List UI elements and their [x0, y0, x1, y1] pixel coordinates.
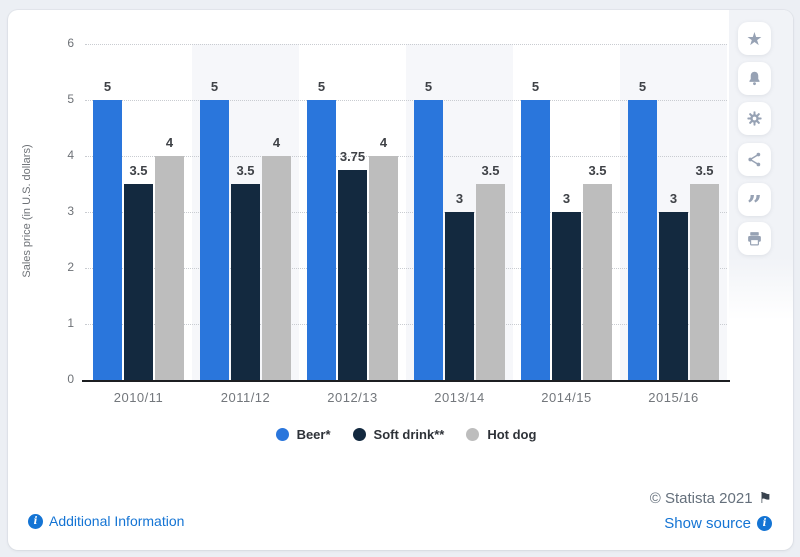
bar-value-label: 3.5	[236, 163, 255, 178]
bar	[124, 184, 153, 380]
legend-dot	[466, 428, 480, 441]
x-tick-label: 2015/16	[648, 390, 699, 405]
bar-value-label: 3.5	[481, 163, 500, 178]
flag-icon: ⚑	[758, 490, 772, 507]
y-tick-label: 2	[67, 260, 74, 274]
settings-button[interactable]	[738, 102, 771, 135]
bar	[307, 100, 336, 380]
bar	[93, 100, 122, 380]
bar	[690, 184, 719, 380]
chart-legend: Beer* Soft drink** Hot dog	[85, 427, 727, 442]
bar-value-label: 5	[424, 79, 433, 94]
bar-value-label: 3.5	[588, 163, 607, 178]
y-tick-label: 0	[67, 372, 74, 386]
quote-icon: ”	[747, 190, 762, 221]
bar-value-label: 4	[272, 135, 281, 150]
bar	[521, 100, 550, 380]
source-info-icon: i	[757, 516, 772, 531]
bar	[476, 184, 505, 380]
bar-value-label: 5	[317, 79, 326, 94]
bar	[659, 212, 688, 380]
gridline	[85, 268, 727, 269]
x-tick-label: 2012/13	[327, 390, 378, 405]
bar	[155, 156, 184, 380]
info-icon: i	[28, 513, 43, 529]
gear-icon	[746, 110, 763, 127]
bar-value-label: 3.5	[695, 163, 714, 178]
y-tick-label: 4	[67, 148, 74, 162]
x-tick-label: 2014/15	[541, 390, 592, 405]
y-tick-label: 1	[67, 316, 74, 330]
bar-value-label: 5	[638, 79, 647, 94]
gridline	[85, 44, 727, 45]
x-tick-label: 2010/11	[113, 390, 164, 405]
bar-value-label: 4	[165, 135, 174, 150]
star-icon: ★	[746, 28, 763, 49]
gridline	[85, 100, 727, 101]
bar	[628, 100, 657, 380]
y-tick-label: 5	[67, 92, 74, 106]
share-icon	[746, 151, 763, 168]
y-tick-label: 3	[67, 204, 74, 218]
favorite-button[interactable]: ★	[738, 22, 771, 55]
copyright: © Statista 2021 ⚑	[650, 490, 772, 507]
copyright-text: © Statista 2021	[649, 490, 753, 507]
legend-dot	[275, 428, 289, 441]
bar	[262, 156, 291, 380]
additional-information-label: Additional Information	[49, 513, 185, 529]
print-icon	[746, 230, 763, 247]
y-tick-label: 6	[67, 36, 74, 50]
legend-label: Beer*	[296, 427, 331, 442]
bar	[369, 156, 398, 380]
legend-item[interactable]: Hot dog	[466, 427, 536, 442]
legend-label: Hot dog	[487, 427, 537, 442]
bar-value-label: 5	[210, 79, 219, 94]
x-tick-label: 2013/14	[434, 390, 485, 405]
bell-icon	[746, 70, 763, 87]
y-axis-title: Sales price (in U.S. dollars)	[21, 144, 33, 278]
bar-value-label: 4	[379, 135, 388, 150]
bar-value-label: 3	[669, 191, 678, 206]
alerts-button[interactable]	[738, 62, 771, 95]
bar-value-label: 3.75	[339, 149, 366, 164]
legend-item[interactable]: Soft drink**	[352, 427, 445, 442]
bar	[200, 100, 229, 380]
gridline	[85, 212, 727, 213]
bar	[414, 100, 443, 380]
bar-value-label: 5	[103, 79, 112, 94]
chart-card: Sales price (in U.S. dollars) 0 1 2 3 4 5 6 5 5 5…	[8, 10, 793, 550]
share-button[interactable]	[738, 143, 771, 176]
bar-value-label: 3	[562, 191, 571, 206]
gridline	[85, 156, 727, 157]
legend-item[interactable]: Beer*	[275, 427, 331, 442]
bar-chart-plot: Sales price (in U.S. dollars) 0 1 2 3 4 5 6 5 5 5…	[8, 10, 793, 550]
show-source-label: Show source	[664, 515, 751, 532]
bar-value-label: 3	[455, 191, 464, 206]
legend-label: Soft drink**	[373, 427, 445, 442]
x-axis-line	[82, 380, 730, 382]
legend-dot	[352, 428, 366, 441]
additional-information-link[interactable]: i Additional Information	[28, 513, 184, 529]
bar-value-label: 5	[531, 79, 540, 94]
cite-button[interactable]: ”	[738, 183, 771, 221]
bar	[338, 170, 367, 380]
show-source-link[interactable]: Show source i	[664, 515, 772, 532]
bar	[552, 212, 581, 380]
gridline	[85, 324, 727, 325]
x-tick-label: 2011/12	[220, 390, 271, 405]
bar	[445, 212, 474, 380]
bar	[231, 184, 260, 380]
bar	[583, 184, 612, 380]
print-button[interactable]	[738, 222, 771, 255]
bar-value-label: 3.5	[129, 163, 148, 178]
